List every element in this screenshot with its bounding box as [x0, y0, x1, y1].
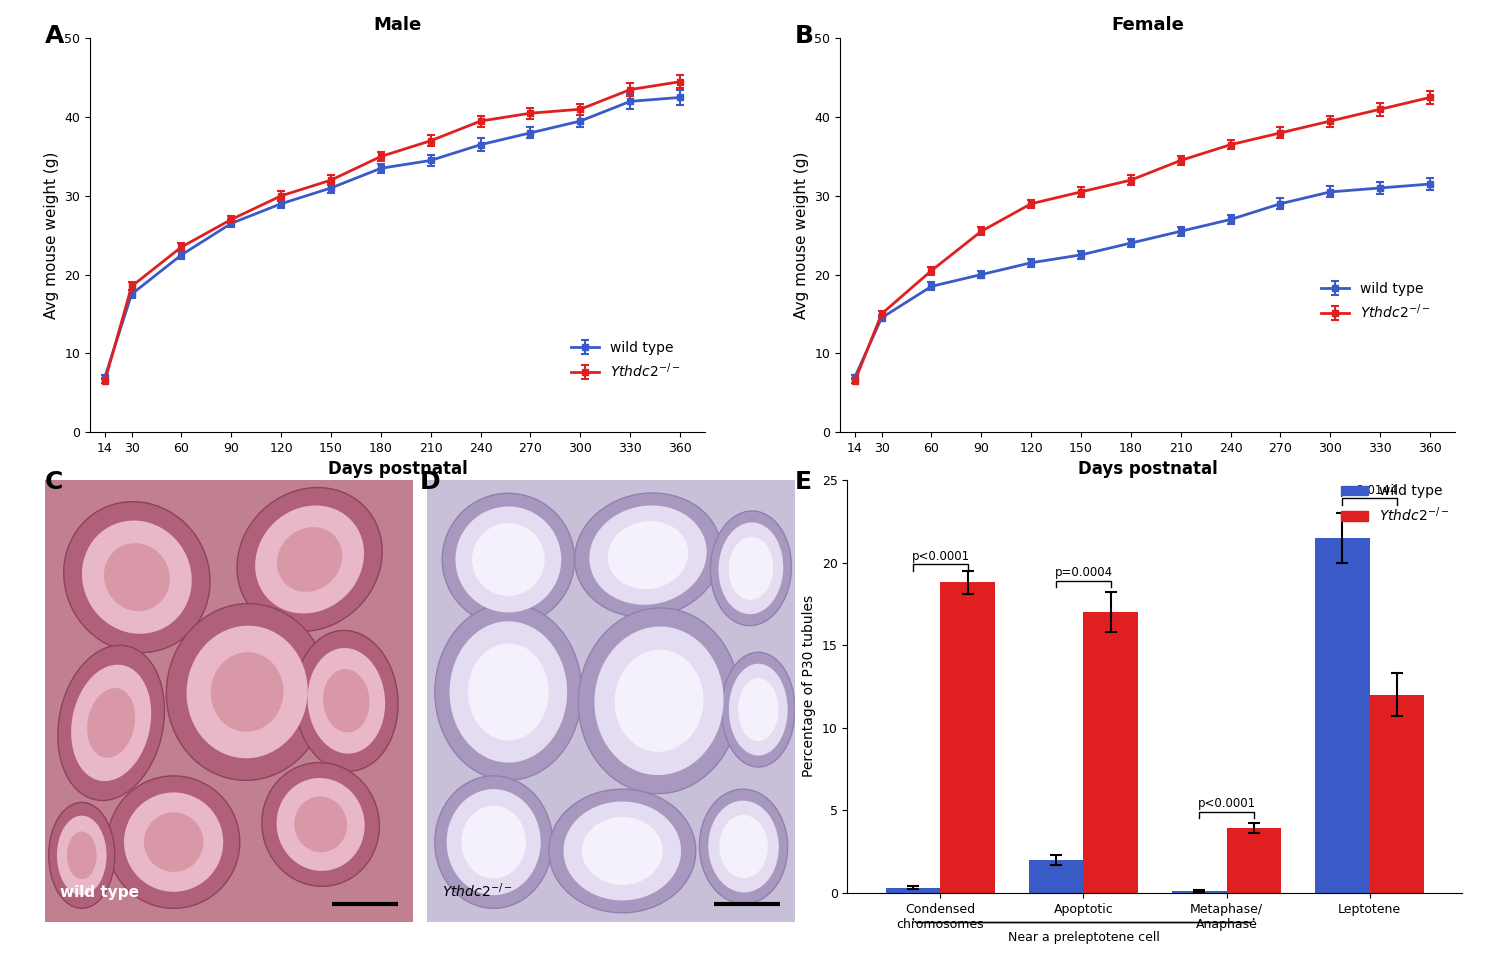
Ellipse shape: [82, 520, 192, 634]
Ellipse shape: [276, 778, 364, 871]
Ellipse shape: [57, 816, 106, 895]
Ellipse shape: [722, 652, 795, 767]
Text: D: D: [420, 470, 441, 494]
Y-axis label: Avg mouse weight (g): Avg mouse weight (g): [44, 152, 58, 319]
Legend: wild type, $Ythdc2^{-/-}$: wild type, $Ythdc2^{-/-}$: [566, 335, 686, 386]
Y-axis label: Avg mouse weight (g): Avg mouse weight (g): [794, 152, 808, 319]
Ellipse shape: [70, 664, 152, 781]
Ellipse shape: [58, 645, 165, 801]
Text: $Ythdc2^{-/-}$: $Ythdc2^{-/-}$: [442, 881, 513, 900]
Bar: [1029, 860, 1083, 893]
Bar: [1370, 695, 1423, 893]
Text: Near a preleptotene cell: Near a preleptotene cell: [1008, 931, 1160, 944]
Ellipse shape: [435, 776, 552, 908]
Ellipse shape: [144, 812, 204, 872]
Ellipse shape: [124, 792, 224, 892]
Ellipse shape: [456, 507, 561, 612]
Ellipse shape: [594, 627, 723, 775]
Ellipse shape: [166, 604, 328, 780]
Ellipse shape: [308, 648, 386, 754]
Ellipse shape: [729, 537, 772, 600]
Bar: [940, 583, 994, 893]
Ellipse shape: [447, 789, 540, 895]
Ellipse shape: [278, 527, 342, 592]
Ellipse shape: [186, 626, 308, 758]
Ellipse shape: [699, 789, 788, 904]
Ellipse shape: [608, 521, 688, 589]
Ellipse shape: [729, 663, 788, 756]
Ellipse shape: [564, 802, 681, 900]
Ellipse shape: [462, 805, 526, 878]
Ellipse shape: [590, 505, 706, 605]
Ellipse shape: [720, 815, 768, 878]
Ellipse shape: [579, 608, 740, 794]
Ellipse shape: [435, 604, 582, 780]
Bar: [1227, 828, 1281, 893]
Ellipse shape: [582, 817, 663, 885]
Ellipse shape: [87, 688, 135, 757]
Ellipse shape: [472, 523, 544, 596]
X-axis label: Days postnatal: Days postnatal: [327, 460, 468, 478]
Ellipse shape: [63, 502, 210, 653]
Ellipse shape: [255, 506, 364, 613]
Ellipse shape: [322, 669, 369, 732]
Ellipse shape: [708, 801, 778, 893]
Text: E: E: [795, 470, 812, 494]
Ellipse shape: [237, 488, 382, 632]
Text: p<0.0001: p<0.0001: [1197, 797, 1256, 810]
Text: p=0.0144: p=0.0144: [1341, 484, 1398, 496]
Ellipse shape: [718, 522, 783, 614]
Ellipse shape: [104, 543, 170, 612]
Bar: [1083, 612, 1138, 893]
Ellipse shape: [711, 511, 792, 626]
Ellipse shape: [68, 831, 96, 879]
Title: Male: Male: [374, 16, 422, 34]
Bar: [1316, 538, 1370, 893]
Legend: wild type, $Ythdc2^{-/-}$: wild type, $Ythdc2^{-/-}$: [1316, 276, 1436, 326]
Ellipse shape: [262, 762, 380, 886]
Text: A: A: [45, 24, 64, 48]
Text: C: C: [45, 470, 63, 494]
Ellipse shape: [738, 678, 778, 741]
Ellipse shape: [294, 797, 346, 852]
Ellipse shape: [549, 789, 696, 913]
Ellipse shape: [574, 493, 722, 617]
Bar: [1172, 891, 1227, 893]
Bar: [886, 888, 940, 893]
Ellipse shape: [442, 493, 574, 626]
Ellipse shape: [48, 803, 116, 908]
Ellipse shape: [108, 776, 240, 908]
Ellipse shape: [468, 643, 549, 740]
Text: p=0.0004: p=0.0004: [1054, 566, 1113, 579]
Ellipse shape: [450, 621, 567, 762]
Ellipse shape: [294, 631, 398, 771]
Text: wild type: wild type: [60, 884, 138, 900]
Title: Female: Female: [1112, 16, 1184, 34]
X-axis label: Days postnatal: Days postnatal: [1077, 460, 1218, 478]
Text: p<0.0001: p<0.0001: [912, 549, 969, 563]
Text: B: B: [795, 24, 814, 48]
Ellipse shape: [211, 652, 284, 732]
Ellipse shape: [615, 650, 704, 752]
Y-axis label: Percentage of P30 tubules: Percentage of P30 tubules: [802, 595, 816, 778]
Legend: wild type, $Ythdc2^{-/-}$: wild type, $Ythdc2^{-/-}$: [1335, 479, 1455, 529]
